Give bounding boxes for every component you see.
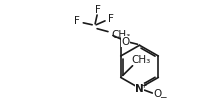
Text: CH₃: CH₃ (132, 54, 151, 64)
Text: −: − (159, 92, 167, 101)
Text: O: O (122, 37, 130, 47)
Text: F: F (108, 14, 114, 24)
Text: N: N (135, 83, 144, 93)
Text: +: + (140, 80, 147, 89)
Text: F: F (95, 5, 101, 15)
Text: CH₃: CH₃ (111, 29, 130, 39)
Text: O: O (153, 88, 161, 98)
Text: F: F (74, 16, 80, 26)
